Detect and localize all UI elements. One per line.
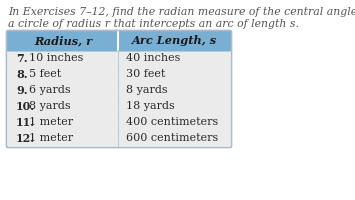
Bar <box>8 66 230 82</box>
Bar <box>8 82 230 98</box>
Text: In Exercises 7–12, find the radian measure of the central angle of: In Exercises 7–12, find the radian measu… <box>8 7 355 17</box>
Text: 9.: 9. <box>16 84 28 96</box>
Bar <box>8 130 230 146</box>
Text: 1 meter: 1 meter <box>29 133 73 143</box>
Text: 1 meter: 1 meter <box>29 117 73 127</box>
Bar <box>8 114 230 130</box>
Text: 400 centimeters: 400 centimeters <box>126 117 218 127</box>
Text: Arc Length, s: Arc Length, s <box>131 36 217 46</box>
Bar <box>8 98 230 114</box>
Text: 7.: 7. <box>16 52 28 64</box>
Text: a circle of radius r that intercepts an arc of length s.: a circle of radius r that intercepts an … <box>8 19 299 29</box>
Bar <box>8 50 230 66</box>
Text: 5 feet: 5 feet <box>29 69 61 79</box>
Text: 12.: 12. <box>16 132 35 144</box>
Bar <box>8 41 230 50</box>
Text: 6 yards: 6 yards <box>29 85 71 95</box>
Text: 8 yards: 8 yards <box>126 85 168 95</box>
Text: 30 feet: 30 feet <box>126 69 165 79</box>
Text: 8.: 8. <box>16 68 28 79</box>
Text: 600 centimeters: 600 centimeters <box>126 133 218 143</box>
Text: 18 yards: 18 yards <box>126 101 175 111</box>
Text: Radius, r: Radius, r <box>34 36 92 46</box>
Text: 40 inches: 40 inches <box>126 53 180 63</box>
Text: 10 inches: 10 inches <box>29 53 83 63</box>
Text: 8 yards: 8 yards <box>29 101 71 111</box>
Text: 11.: 11. <box>16 116 35 128</box>
Text: 10.: 10. <box>16 100 35 112</box>
FancyBboxPatch shape <box>6 30 231 51</box>
